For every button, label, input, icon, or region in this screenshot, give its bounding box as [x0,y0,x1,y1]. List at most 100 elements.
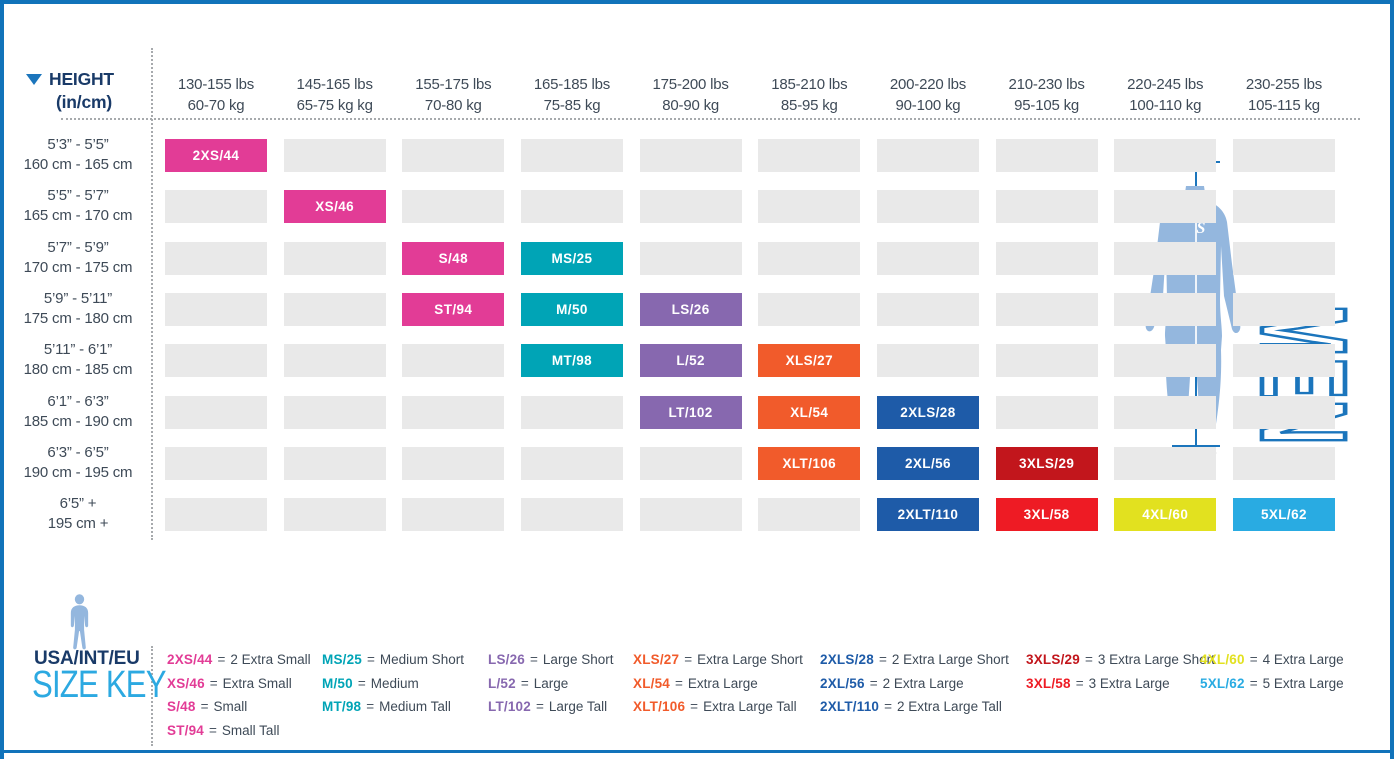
size-key-entry: XLT/106 = Extra Large Tall [633,699,797,714]
empty-cell [758,190,861,224]
empty-cell [1114,446,1217,480]
empty-cell [165,292,267,326]
size-cell: XLS/27 [758,344,861,378]
size-key-description: Large [533,675,569,691]
size-key-entry: ST/94 = Small Tall [167,723,279,738]
size-key-description: Large Short [542,652,614,667]
size-key-description: 4 Extra Large [1262,652,1344,667]
size-key-entry: M/50 = Medium [322,676,419,691]
size-key-description: Extra Large [687,675,758,691]
height-axis-label: HEIGHT [49,69,114,89]
size-key-region-label: USA/INT/EU [34,648,140,669]
size-key-code: 2XLT/110 [820,699,880,715]
size-cell: 2XLT/110 [876,498,979,532]
size-cell: S/48 [402,241,505,275]
size-key-entry: 3XL/58 = 3 Extra Large [1026,676,1170,691]
size-key-description: Small Tall [221,722,280,738]
size-key-equals: = [530,652,538,667]
empty-cell [402,395,505,429]
empty-cell [995,190,1098,224]
weight-column-header: 210-230 lbs 95-105 kg [1008,76,1085,114]
empty-cell [639,139,742,172]
empty-cell [402,139,505,172]
size-key-code: LS/26 [488,652,526,667]
size-key-entry: 5XL/62 = 5 Extra Large [1200,676,1344,691]
empty-cell [283,344,386,378]
size-key-entry: LT/102 = Large Tall [488,699,607,714]
weight-column-header: 200-220 lbs 90-100 kg [889,76,967,114]
size-cell: MS/25 [520,241,623,275]
empty-cell [402,446,505,480]
empty-cell [995,344,1098,378]
size-key-description: 3 Extra Large [1088,675,1170,691]
size-key-equals: = [884,699,893,715]
size-cell: 5XL/62 [1232,498,1335,532]
grid-vertical-divider [151,48,153,540]
empty-cell [639,241,742,275]
empty-cell [402,498,505,532]
size-key-equals: = [1249,652,1258,667]
weight-column-header: 155-175 lbs 70-80 kg [415,76,492,114]
size-key-code: LT/102 [488,699,531,715]
empty-cell [758,139,861,172]
size-key-code: 4XL/60 [1200,652,1245,667]
empty-cell [639,446,742,480]
height-row-label: 5’5” - 5’7” 165 cm - 170 cm [23,187,133,225]
empty-cell [639,498,742,532]
empty-cell [876,292,979,326]
empty-cell [876,241,979,275]
empty-cell [1114,139,1217,172]
size-key-equals: = [878,652,887,667]
size-key-description: 2 Extra Large Short [891,652,1009,667]
size-key-code: XLS/27 [633,652,680,667]
size-key-equals: = [209,675,218,691]
empty-cell [1232,344,1335,378]
size-key-description: 3 Extra Large Short [1097,652,1215,667]
size-cell: L/52 [639,344,742,378]
empty-cell [1114,292,1217,326]
size-key-code: 3XLS/29 [1026,652,1080,667]
empty-cell [1114,395,1217,429]
size-cell: LT/102 [639,395,742,429]
empty-cell [1232,190,1335,224]
size-key-code: 5XL/62 [1200,675,1245,691]
empty-cell [876,139,979,172]
size-key-description: Medium Short [379,652,464,667]
weight-column-header: 165-185 lbs 75-85 kg [533,76,611,114]
empty-cell [995,241,1098,275]
size-key-equals: = [520,675,529,691]
size-key-equals: = [1084,652,1093,667]
height-measure-line [1195,162,1197,189]
empty-cell [1232,395,1335,429]
empty-cell [165,446,267,480]
size-key-entry: 2XLS/28 = 2 Extra Large Short [820,652,1009,667]
empty-cell [1114,190,1217,224]
size-key-description: 2 Extra Large Tall [897,699,1002,715]
size-cell: XLT/106 [758,446,861,480]
size-key-entry: LS/26 = Large Short [488,652,613,667]
size-key-code: XS/46 [167,675,205,691]
size-key-description: Large Tall [548,699,608,715]
size-key-code: 2XLS/28 [820,652,874,667]
size-cell: ST/94 [402,292,505,326]
size-cell: XS/46 [283,190,386,224]
empty-cell [876,344,979,378]
height-row-label: 5’7” - 5’9” 170 cm - 175 cm [23,238,133,276]
empty-cell [520,446,623,480]
size-key-equals: = [367,652,375,667]
bottom-rule [4,750,1390,753]
size-key-code: 2XL/56 [820,675,865,691]
size-key-description: 2 Extra Small [230,652,311,667]
empty-cell [995,139,1098,172]
empty-cell [283,292,386,326]
weight-column-header: 220-245 lbs 100-110 kg [1127,76,1204,114]
empty-cell [165,190,267,224]
size-key-description: 5 Extra Large [1262,675,1344,691]
weight-column-header: 185-210 lbs 85-95 kg [771,76,848,114]
size-key-code: XL/54 [633,675,671,691]
size-key-description: Extra Small [222,675,292,691]
size-key-equals: = [675,675,683,691]
size-cell: MT/98 [520,344,623,378]
weight-column-header: 145-165 lbs 65-75 kg kg [296,76,373,114]
empty-cell [165,241,267,275]
